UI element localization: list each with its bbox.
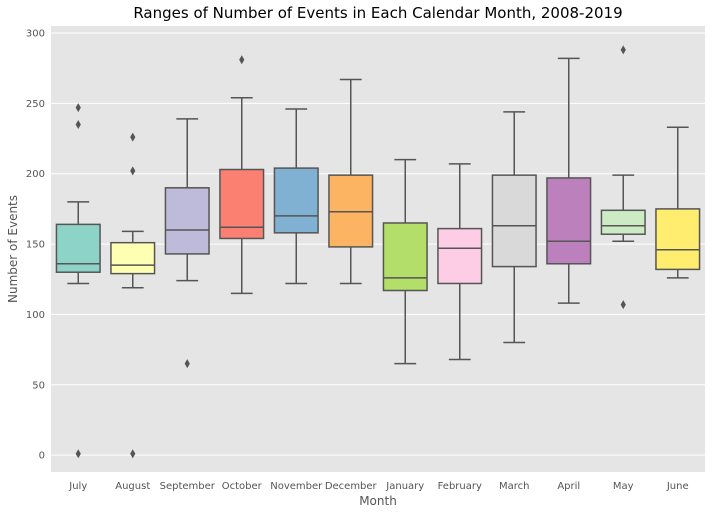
x-tick-labels: July August September October November Decemb… xyxy=(68,481,688,492)
x-tick-label-july: July xyxy=(68,481,87,492)
box-july xyxy=(55,223,101,273)
x-tick-label-august: August xyxy=(115,481,150,492)
box-may xyxy=(600,209,646,235)
x-axis-label: Month xyxy=(359,494,397,508)
outlier-september-1 xyxy=(184,359,190,369)
box-group-january xyxy=(382,158,428,365)
outlier-may-1 xyxy=(620,300,626,310)
box-march xyxy=(491,174,537,268)
box-october xyxy=(219,168,265,240)
box-group-august xyxy=(110,132,156,459)
box-group-february xyxy=(437,163,483,361)
y-tick-label-100: 100 xyxy=(26,310,45,321)
x-tick-label-october: October xyxy=(222,481,263,492)
x-tick-label-november: November xyxy=(270,481,323,492)
y-tick-label-50: 50 xyxy=(32,380,45,391)
box-june xyxy=(655,208,701,271)
outlier-august-2 xyxy=(130,166,136,176)
outlier-july-1 xyxy=(75,449,81,459)
x-tick-label-june: June xyxy=(666,481,689,492)
y-tick-label-250: 250 xyxy=(26,99,45,110)
box-group-april xyxy=(546,57,592,304)
box-group-september xyxy=(164,118,210,369)
outlier-august-1 xyxy=(130,449,136,459)
x-tick-label-march: March xyxy=(499,481,529,492)
x-tick-label-april: April xyxy=(557,481,580,492)
box-january xyxy=(382,222,428,292)
x-tick-label-september: September xyxy=(160,481,216,492)
box-series xyxy=(55,45,701,459)
gridlines xyxy=(51,32,705,456)
y-tick-label-200: 200 xyxy=(26,169,45,180)
plot-area xyxy=(51,26,705,472)
y-tick-label-300: 300 xyxy=(26,29,45,40)
outlier-may-2 xyxy=(620,45,626,55)
x-tick-label-december: December xyxy=(325,481,378,492)
x-tick-label-february: February xyxy=(438,481,482,492)
x-tick-label-january: January xyxy=(385,481,424,492)
box-group-july xyxy=(55,103,101,459)
box-august xyxy=(110,241,156,275)
outlier-august-3 xyxy=(130,132,136,142)
box-april xyxy=(546,177,592,265)
box-group-june xyxy=(655,126,701,279)
box-group-march xyxy=(491,111,537,344)
box-group-october xyxy=(219,55,265,295)
x-tick-label-may: May xyxy=(613,481,634,492)
box-group-december xyxy=(328,78,374,285)
box-group-november xyxy=(273,108,319,285)
box-group-may xyxy=(600,45,646,310)
outlier-october-1 xyxy=(239,55,245,65)
chart-title: Ranges of Number of Events in Each Calen… xyxy=(133,4,622,22)
y-tick-label-0: 0 xyxy=(39,451,45,462)
outlier-july-3 xyxy=(75,103,81,113)
box-september xyxy=(164,187,210,255)
y-axis-label: Number of Events xyxy=(6,195,20,303)
outlier-july-2 xyxy=(75,119,81,129)
y-tick-labels: 0 50 100 150 200 250 300 xyxy=(26,29,45,462)
box-february xyxy=(437,227,483,285)
y-tick-label-150: 150 xyxy=(26,240,45,251)
box-november xyxy=(273,167,319,234)
